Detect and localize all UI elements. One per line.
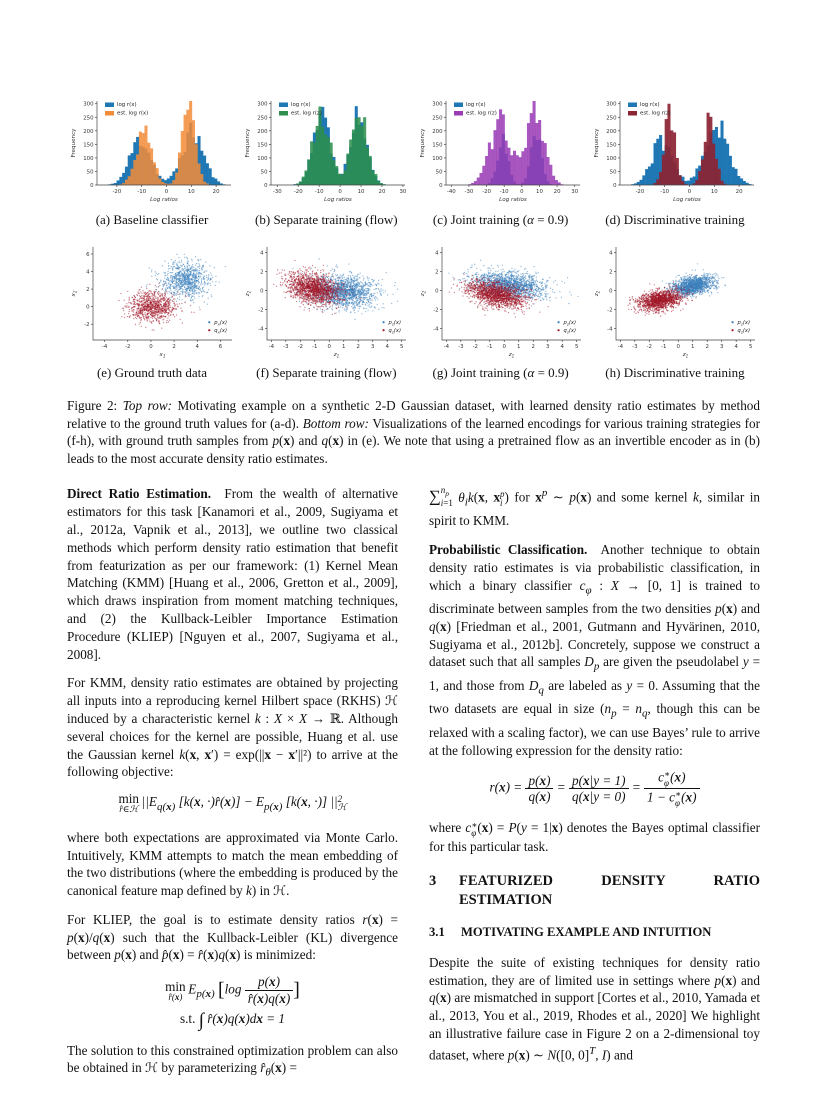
scatter-panel-g: (g) Joint training (α = 0.9) <box>415 242 586 381</box>
scatter-chart-e <box>67 242 237 360</box>
subcaption-b: (b) Separate training (flow) <box>255 212 398 227</box>
figure2-scatter-row: (e) Ground truth data (f) Separate traini… <box>67 242 760 381</box>
figure2-caption: Figure 2: Top row: Motivating example on… <box>67 398 760 466</box>
hist-panel-b: (b) Separate training (flow) <box>241 95 412 228</box>
hist-panel-c: (c) Joint training (α = 0.9) <box>415 95 586 228</box>
scatter-panel-f: (f) Separate training (flow) <box>241 242 412 381</box>
subcaption-h: (h) Discriminative training <box>605 365 745 380</box>
section-3-number: 3 <box>429 872 437 889</box>
para-motivating-example: Despite the suite of existing techniques… <box>429 954 760 1063</box>
para-kliep: For KLIEP, the goal is to estimate densi… <box>67 911 398 963</box>
para-direct-ratio-estimation: Direct Ratio Estimation. From the wealth… <box>67 486 398 662</box>
para-probabilistic-classification: Probabilistic Classification. Another te… <box>429 542 761 758</box>
para-kmm-intuition: where both expectations are approximated… <box>67 829 398 899</box>
hist-panel-a: (a) Baseline classifier <box>67 95 237 228</box>
equation-kliep-objective: min r̂(x) Ep(x) [log p(x) r̂(x)q(x)] s.t. ∫… <box>165 974 300 1031</box>
subcaption-e: (e) Ground truth data <box>96 365 208 380</box>
subcaption-a: (a) Baseline classifier <box>95 212 209 227</box>
subcaption-g: (g) Joint training (α = 0.9) <box>432 365 569 380</box>
scatter-panel-e: (e) Ground truth data <box>67 242 237 381</box>
hist-chart-b <box>241 95 412 207</box>
scatter-chart-h <box>589 242 760 360</box>
para-bayes-optimal: where c ∗ φ (x) = P(y = 1|x) denotes the Ba… <box>429 819 760 855</box>
section-3-1-heading: 3.1 MOTIVATING EXAMPLE AND INTUITION <box>429 924 760 940</box>
right-column: ∑ np i=1 θik(x, x p i) for xp ∼ p(x) and som… <box>429 485 760 1094</box>
scatter-panel-h: (h) Discriminative training <box>589 242 760 381</box>
scatter-chart-g <box>415 242 586 360</box>
scatter-chart-f <box>241 242 412 360</box>
equation-kmm-objective: min r̂∈ℋ ||Eq(x) [k(x, ·)r̂(x)] − Ep(x) [… <box>118 791 347 815</box>
subcaption-d: (d) Discriminative training <box>605 212 745 227</box>
subcaption-f: (f) Separate training (flow) <box>256 365 397 380</box>
para-kmm: For KMM, density ratio estimates are obt… <box>67 675 398 780</box>
section-3-heading: 3 FEATURIZED DENSITY RATIO ESTIMATION <box>429 872 760 910</box>
subcaption-c: (c) Joint training (α = 0.9) <box>432 212 569 227</box>
body-columns: Direct Ratio Estimation. From the wealth… <box>67 485 760 1094</box>
figure2-histogram-row: (a) Baseline classifier (b) Separate trai… <box>67 95 760 228</box>
hist-chart-c <box>415 95 586 207</box>
hist-chart-a <box>67 95 237 207</box>
para-kliep-solution: The solution to this constrained optimiz… <box>67 1042 398 1080</box>
hist-chart-d <box>589 95 760 207</box>
para-kliep-continued: ∑ np i=1 θik(x, x p i) for xp ∼ p(x) and som… <box>429 485 761 529</box>
equation-bayes-density-ratio: r(x) = p(x) q(x) = p(x|y = 1) q(x|y = 0) =… <box>429 770 760 807</box>
section-3-1-number: 3.1 <box>429 924 445 939</box>
section-3-1-title: MOTIVATING EXAMPLE AND INTUITION <box>461 924 712 939</box>
hist-panel-d: (d) Discriminative training <box>589 95 760 228</box>
section-3-title: FEATURIZED DENSITY RATIO ESTIMATION <box>459 872 760 908</box>
page-content: (a) Baseline classifier (b) Separate trai… <box>67 0 760 1094</box>
left-column: Direct Ratio Estimation. From the wealth… <box>67 485 398 1094</box>
